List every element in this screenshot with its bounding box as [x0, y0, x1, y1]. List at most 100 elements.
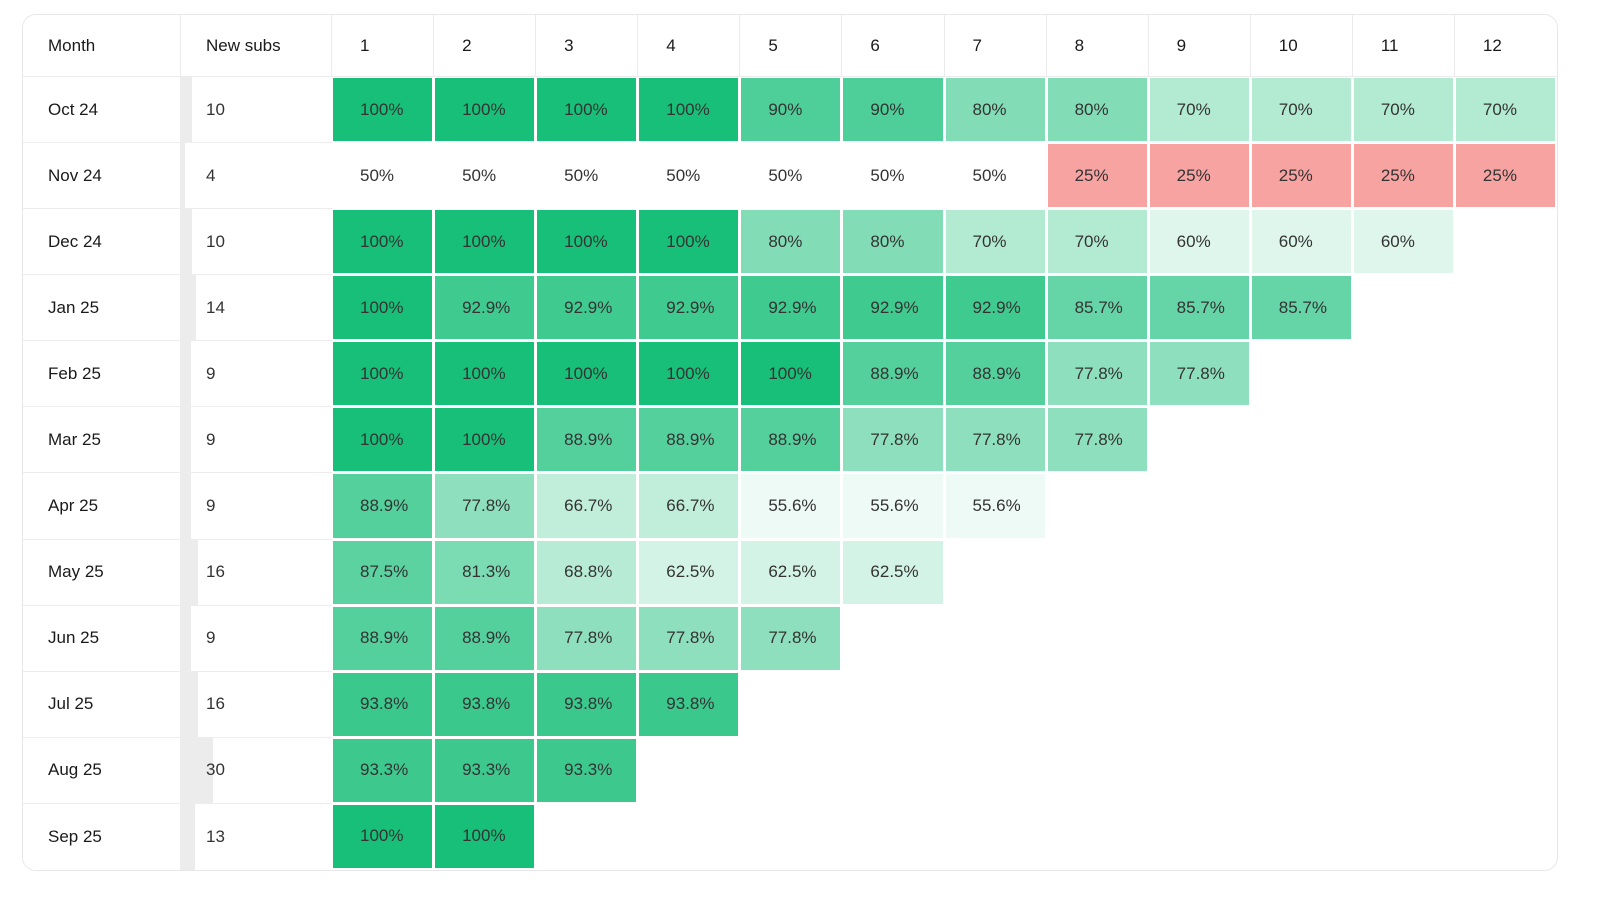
empty-cell [1455, 672, 1557, 738]
retention-cell-fill: 85.7% [1047, 276, 1147, 340]
retention-cell-fill: 77.8% [1149, 342, 1249, 406]
retention-cell-fill: 77.8% [435, 474, 535, 538]
retention-value: 25% [1482, 165, 1517, 185]
new-subs-value: 16 [206, 694, 225, 714]
retention-cell: 85.7% [1251, 275, 1353, 341]
retention-cell: 66.7% [638, 473, 740, 539]
retention-value: 70% [1176, 99, 1211, 119]
retention-cell: 100% [638, 209, 740, 275]
retention-cell-fill: 88.9% [537, 408, 637, 472]
new-subs-bar [181, 803, 195, 870]
retention-cell-fill: 100% [537, 78, 637, 142]
retention-cell: 92.9% [842, 275, 944, 341]
retention-cell: 85.7% [1047, 275, 1149, 341]
retention-cell-fill: 77.8% [1047, 342, 1147, 406]
retention-cell: 70% [1455, 77, 1557, 143]
cohort-month-label: Nov 24 [23, 143, 181, 210]
retention-cell-fill: 100% [639, 342, 739, 406]
new-subs-cell: 9 [181, 605, 332, 672]
retention-cell-fill: 55.6% [945, 474, 1045, 538]
cohort-row-jun-25: Jun 25 9 88.9% 88.9% 77.8% 77.8% 77.8% [23, 605, 1557, 672]
retention-value: 77.8% [564, 628, 613, 648]
retention-cell-fill: 92.9% [843, 276, 943, 340]
cohort-month-label: Dec 24 [23, 209, 181, 276]
retention-cell: 77.8% [536, 606, 638, 672]
retention-cell: 100% [332, 341, 434, 407]
retention-cell-fill: 100% [435, 408, 535, 472]
retention-cell-fill: 70% [1353, 78, 1453, 142]
retention-value: 93.3% [360, 760, 409, 780]
retention-value: 66.7% [666, 496, 715, 515]
retention-value: 100% [360, 231, 404, 251]
cohort-month-label: Jul 25 [23, 671, 181, 738]
retention-cell-fill: 92.9% [435, 276, 535, 340]
retention-cell-fill: 62.5% [843, 540, 943, 604]
new-subs-cell: 9 [181, 407, 332, 474]
retention-value: 55.6% [972, 496, 1021, 515]
retention-cell: 62.5% [740, 540, 842, 606]
new-subs-cell: 10 [181, 77, 332, 144]
empty-cell [1455, 540, 1557, 606]
new-subs-bar [181, 539, 199, 605]
retention-value: 77.8% [972, 429, 1021, 449]
retention-cell: 60% [1251, 209, 1353, 275]
new-subs-cell: 10 [181, 209, 332, 276]
retention-cell: 100% [434, 209, 536, 275]
retention-cell: 60% [1353, 209, 1455, 275]
retention-cell-fill: 100% [333, 210, 433, 274]
retention-cell: 100% [638, 341, 740, 407]
empty-cell [1047, 473, 1149, 539]
empty-cell [1251, 672, 1353, 738]
retention-cell-fill: 90% [843, 78, 943, 142]
column-header-period-9: 9 [1148, 15, 1251, 77]
new-subs-value: 9 [206, 429, 216, 449]
retention-cell-fill: 81.3% [435, 540, 535, 604]
cohort-retention-table: Month New subs 1 2 3 4 5 6 7 8 9 10 11 12 Oct 24 10 100… [22, 14, 1558, 871]
retention-cell-fill: 77.8% [945, 408, 1045, 472]
retention-value: 62.5% [870, 562, 919, 582]
new-subs-bar [181, 605, 191, 671]
retention-cell: 25% [1251, 143, 1353, 209]
new-subs-value: 10 [206, 99, 225, 119]
retention-cell: 92.9% [740, 275, 842, 341]
retention-cell-fill: 88.9% [741, 408, 841, 472]
cohort-month-label: Jan 25 [23, 275, 181, 342]
empty-cell [740, 804, 842, 870]
retention-cell-fill: 50% [639, 144, 739, 208]
retention-value: 93.8% [360, 694, 409, 714]
new-subs-bar [181, 671, 199, 737]
retention-cell: 88.9% [332, 473, 434, 539]
retention-value: 100% [462, 363, 506, 383]
retention-value: 50% [360, 165, 395, 185]
retention-value: 50% [972, 165, 1007, 185]
retention-cell: 70% [1251, 77, 1353, 143]
new-subs-cell: 9 [181, 473, 332, 540]
retention-cell-fill: 100% [333, 408, 433, 472]
retention-value: 92.9% [666, 297, 715, 317]
retention-cell: 100% [536, 209, 638, 275]
retention-cell: 62.5% [842, 540, 944, 606]
retention-cell: 50% [434, 143, 536, 209]
retention-cell: 100% [332, 804, 434, 870]
retention-cell: 100% [332, 407, 434, 473]
new-subs-bar [181, 143, 186, 209]
retention-cell-fill: 93.3% [435, 738, 535, 802]
retention-value: 70% [1278, 99, 1313, 119]
retention-cell: 80% [945, 77, 1047, 143]
retention-value: 100% [360, 297, 404, 317]
retention-value: 80% [768, 231, 803, 251]
empty-cell [842, 738, 944, 804]
retention-cell-fill: 50% [843, 144, 943, 208]
retention-cell-fill: 25% [1047, 144, 1147, 208]
cohort-month-label: Feb 25 [23, 341, 181, 408]
retention-cell-fill: 50% [435, 144, 535, 208]
retention-cell: 90% [842, 77, 944, 143]
retention-value: 77.8% [1176, 363, 1225, 383]
retention-cell: 100% [332, 77, 434, 143]
retention-cell-fill: 70% [1149, 78, 1249, 142]
retention-value: 93.8% [666, 694, 715, 714]
cohort-row-apr-25: Apr 25 9 88.9% 77.8% 66.7% 66.7% 55.6% 55.6% 55.… [23, 473, 1557, 540]
new-subs-cell: 16 [181, 539, 332, 606]
column-header-period-4: 4 [638, 15, 741, 77]
retention-cell-fill: 88.9% [843, 342, 943, 406]
